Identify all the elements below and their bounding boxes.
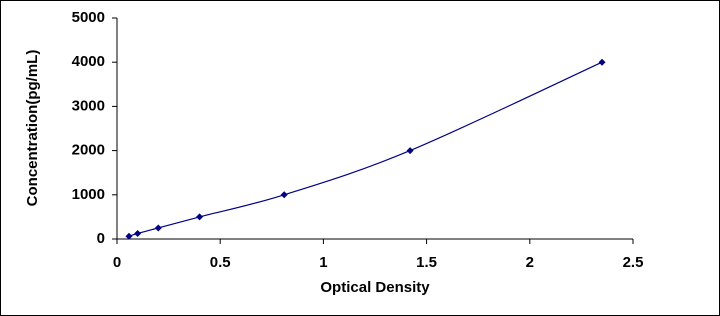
x-tick-label: 2.5: [623, 254, 644, 271]
x-tick-label: 1.5: [416, 254, 437, 271]
y-tick-label: 0: [97, 230, 105, 247]
data-point: [125, 232, 133, 240]
x-tick-label: 0.5: [210, 254, 231, 271]
y-tick-label: 4000: [72, 53, 105, 70]
y-tick-label: 1000: [72, 186, 105, 203]
x-axis-label: Optical Density: [320, 279, 430, 296]
data-point: [280, 191, 288, 199]
y-tick-label: 2000: [72, 142, 105, 159]
x-tick-label: 0: [113, 254, 121, 271]
data-point: [154, 224, 162, 232]
y-tick-label: 5000: [72, 9, 105, 26]
data-point: [196, 213, 204, 221]
x-tick-label: 2: [526, 254, 534, 271]
y-axis-label: Concentration(pg/mL): [24, 50, 41, 207]
x-tick-label: 1: [319, 254, 327, 271]
data-point: [406, 147, 414, 155]
data-point: [134, 229, 142, 237]
y-tick-label: 3000: [72, 97, 105, 114]
data-point: [598, 58, 606, 66]
